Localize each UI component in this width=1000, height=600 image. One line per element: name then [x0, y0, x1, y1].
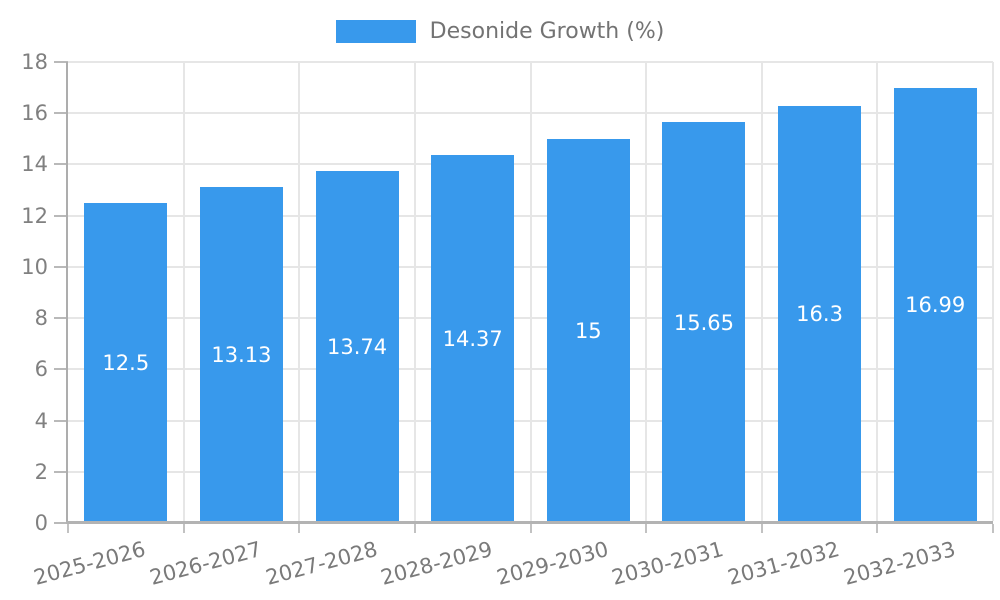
y-axis-tick — [54, 317, 68, 320]
x-axis-tick — [760, 524, 763, 533]
gridline-vertical — [876, 62, 879, 521]
y-axis-tick — [54, 470, 68, 473]
y-axis-label: 0 — [34, 511, 48, 535]
y-axis-label: 14 — [21, 152, 48, 177]
y-axis-label: 16 — [21, 101, 48, 126]
y-axis-tick — [54, 214, 68, 217]
bar[interactable] — [315, 171, 399, 521]
y-axis-line — [66, 62, 68, 523]
x-axis-tick — [182, 524, 185, 533]
bar-value-label: 16.3 — [796, 302, 843, 327]
x-axis-tick — [413, 524, 416, 533]
bar-value-label: 13.13 — [211, 342, 272, 367]
y-axis-tick — [54, 265, 68, 268]
gridline-vertical — [992, 62, 994, 521]
y-axis-label: 6 — [34, 357, 48, 382]
x-axis-label: 2029-2030 — [494, 536, 611, 590]
y-axis-tick — [54, 61, 68, 63]
y-axis-tick — [54, 368, 68, 371]
x-axis-label: 2031-2032 — [725, 536, 843, 590]
gridline-vertical — [645, 62, 648, 521]
x-axis-label: 2030-2031 — [609, 536, 727, 590]
x-axis-line — [66, 521, 993, 524]
gridline-vertical — [529, 62, 532, 521]
bar[interactable] — [662, 122, 746, 521]
x-axis-label: 2032-2033 — [840, 536, 958, 590]
bar-value-label: 15 — [574, 318, 602, 343]
gridline-vertical — [760, 62, 763, 521]
bar-value-label: 16.99 — [905, 293, 966, 318]
bar[interactable] — [84, 202, 168, 521]
legend[interactable]: Desonide Growth (%) — [0, 20, 1000, 43]
bar-value-label: 14.37 — [442, 326, 503, 351]
x-axis-tick — [529, 524, 532, 533]
x-axis-label: 2025-2026 — [31, 536, 149, 590]
y-axis-label: 4 — [34, 408, 48, 433]
bar[interactable] — [546, 138, 630, 521]
y-axis-label: 8 — [34, 306, 48, 331]
x-axis-tick — [992, 524, 994, 533]
bar[interactable] — [778, 105, 862, 521]
y-axis-label: 2 — [34, 459, 48, 484]
bar-value-label: 12.5 — [102, 350, 150, 375]
x-axis-label: 2026-2027 — [147, 536, 264, 590]
bar-value-label: 15.65 — [673, 310, 734, 335]
x-axis-tick — [298, 524, 301, 533]
gridline-vertical — [413, 62, 416, 521]
gridline-vertical — [298, 62, 301, 521]
x-axis-tick — [876, 524, 879, 533]
y-axis-label: 12 — [21, 203, 48, 228]
y-axis-label: 10 — [21, 254, 48, 279]
y-axis-tick — [54, 112, 68, 115]
x-axis-label: 2028-2029 — [378, 536, 496, 590]
bar[interactable] — [893, 87, 977, 521]
legend-label: Desonide Growth (%) — [429, 19, 665, 44]
bar[interactable] — [431, 154, 515, 521]
legend-swatch — [335, 20, 416, 43]
y-axis-tick — [54, 163, 68, 166]
bar[interactable] — [199, 186, 283, 521]
y-axis-label: 18 — [21, 50, 48, 74]
gridline-vertical — [182, 62, 185, 521]
x-axis-label: 2027-2028 — [262, 536, 380, 590]
x-axis-tick — [67, 524, 69, 533]
bar-value-label: 13.74 — [327, 335, 388, 360]
x-axis-tick — [645, 524, 648, 533]
y-axis-tick — [54, 522, 68, 524]
y-axis-tick — [54, 419, 68, 422]
